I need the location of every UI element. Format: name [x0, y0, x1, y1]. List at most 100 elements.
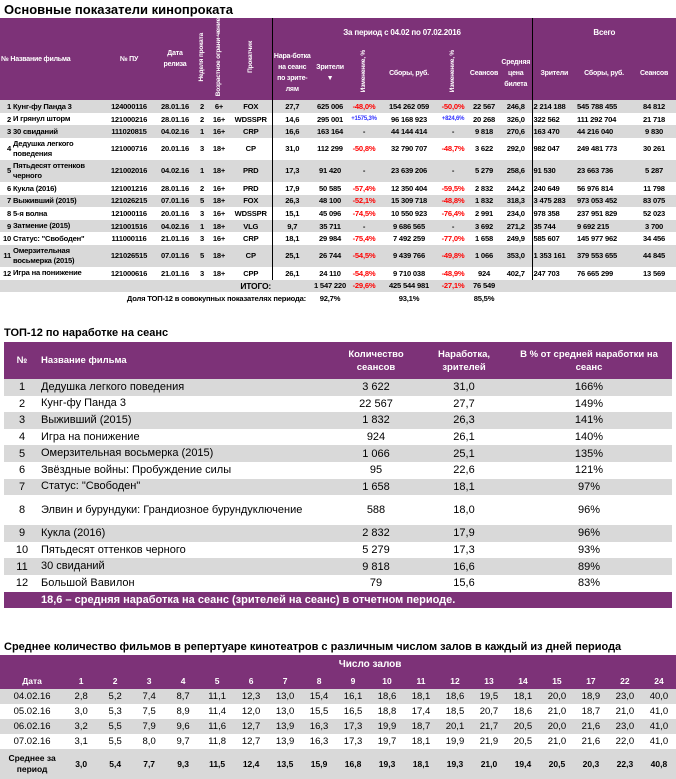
cell: +824,6%	[441, 116, 465, 123]
col-header-vertical: Неделя проката	[196, 18, 208, 101]
main-table: № Название фильма № ПУ Дата релиза Неделя п…	[0, 18, 676, 305]
cell: 20,5	[539, 749, 574, 779]
col-header: №	[4, 342, 40, 379]
cell: -74,5%	[352, 208, 376, 218]
cell: 91 420	[312, 159, 348, 182]
cell: -54,8%	[352, 268, 376, 278]
cell: 5	[4, 445, 40, 462]
cell: CP	[230, 244, 272, 267]
cell: 20,5	[513, 736, 533, 747]
col-header: 10	[370, 673, 405, 689]
cell: Дедушка легкого поведения	[40, 379, 330, 396]
cell: 9 818	[468, 125, 500, 138]
col-header: Дата релиза	[154, 18, 196, 101]
cell: 56 976 814	[577, 183, 614, 193]
cell: Игра на понижение	[13, 268, 82, 278]
cell: 7	[0, 194, 12, 208]
col-header-label: Прокатчик	[246, 41, 254, 74]
cell: -48,0%	[348, 100, 380, 113]
cell: 18+	[208, 219, 230, 233]
cell: 1 832	[330, 412, 422, 429]
cell: 25,1	[422, 445, 506, 462]
cell: WDSSPR	[234, 114, 267, 124]
cell: Кукла (2016)	[40, 525, 330, 542]
cell: 22,0	[615, 736, 635, 747]
table-row: 6 Звёздные войны: Пробуждение силы 95 22,6 1…	[4, 462, 672, 479]
cell: 973 053 452	[576, 194, 633, 208]
cell: 41,0	[641, 719, 676, 734]
cell: 3,1	[74, 736, 88, 747]
cell: -59,5%	[441, 183, 465, 193]
cell: 18,5	[445, 706, 465, 717]
cell: 924	[366, 431, 386, 444]
table-row: 2 Кунг-фу Панда 3 22 567 27,7 149%	[4, 396, 672, 413]
col-header: 24	[641, 673, 676, 689]
table-row: 4 Дедушка легкого поведения 121000716 20.01…	[0, 137, 676, 160]
cell: -	[438, 125, 468, 138]
cell: 292,0	[506, 144, 525, 154]
cell: 17,3	[271, 159, 312, 182]
cell: 21,6	[581, 736, 601, 747]
cell: 9,6	[166, 719, 201, 734]
cell: 112 299	[317, 144, 343, 154]
cell: Кунг-фу Панда 3	[12, 100, 104, 113]
cell: 1	[196, 125, 208, 138]
total-label: ИТОГО:	[0, 279, 272, 293]
cell: 12 350 404	[390, 183, 427, 193]
cell: 21,0	[471, 749, 506, 779]
col-header: Название фильма	[40, 342, 330, 379]
cell: 91 530	[531, 159, 577, 182]
cell: 93%	[577, 544, 601, 557]
total-sessions: 76 549	[468, 279, 500, 293]
cell: 19,3	[438, 749, 472, 779]
col-header: 1	[64, 673, 99, 689]
cell: 15,5	[309, 706, 329, 717]
cell: 13,9	[275, 736, 295, 747]
cell: 11,5	[200, 749, 235, 779]
cell: 1	[4, 379, 40, 396]
cell: 8,0	[142, 736, 156, 747]
cell: 353,0	[500, 244, 533, 267]
cell: 5,5	[98, 719, 133, 734]
cell: 326,0	[506, 114, 525, 124]
col-header: 6	[234, 673, 269, 689]
cell: 19,9	[445, 736, 465, 747]
cell: 16,6	[271, 125, 312, 138]
cell: 40,8	[641, 749, 676, 779]
cell: 18,1	[505, 689, 540, 704]
cell: 402,7	[506, 268, 525, 278]
cell: 111 292 704	[577, 114, 617, 124]
cell: 9 692 215	[576, 219, 633, 233]
cell: 83%	[577, 577, 601, 590]
table-row: 10 Статус: "Свободен" 111000116 21.01.16 3 16…	[0, 232, 676, 245]
cell: 17,9	[271, 181, 312, 195]
col-header: Средняя цена билета	[500, 46, 533, 101]
cell: -	[438, 219, 468, 233]
table-row: 7 Выживший (2015) 121026215 07.01.16 5 18+ FOX…	[0, 194, 676, 208]
cell: 31,0	[422, 379, 506, 396]
col-header-label: Возрастное ограни-чение	[215, 18, 222, 97]
cell: 15,9	[302, 749, 337, 779]
cell: Выживший (2015)	[40, 412, 330, 429]
cell: 1 066	[330, 445, 422, 462]
cell: 16+	[208, 125, 230, 138]
cell: 5,4	[98, 749, 133, 779]
table-row: 10 Пятьдесят оттенков черного 5 279 17,3 93%	[4, 542, 672, 559]
cell: 10 550 923	[390, 208, 427, 218]
cell: 2	[199, 114, 205, 124]
cell: 19,4	[505, 749, 540, 779]
cell: 34 456	[643, 234, 666, 244]
cell: 924	[477, 268, 491, 278]
col-header: 15	[539, 673, 574, 689]
cell: 10	[2, 234, 11, 244]
cell: 18,7	[581, 706, 601, 717]
cell: 545 788 455	[576, 100, 633, 113]
cell: 83 075	[632, 194, 676, 208]
cell: 18,6	[438, 689, 472, 704]
cell: 9 686 565	[380, 219, 438, 233]
cell: 16,8	[336, 749, 371, 779]
cell: 4	[6, 144, 11, 154]
cell: 15 309 718	[380, 194, 438, 208]
cell: 15,4	[302, 689, 337, 704]
